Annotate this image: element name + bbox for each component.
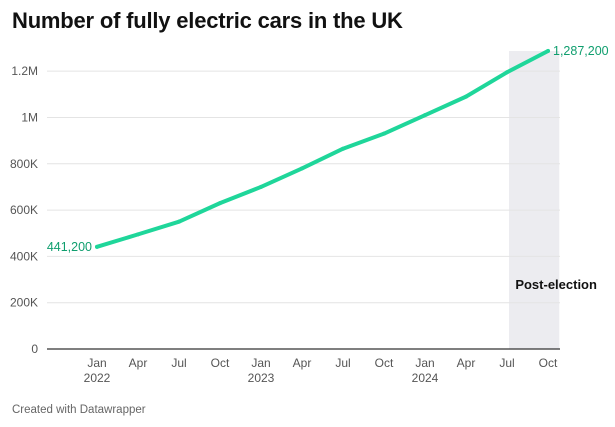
line-chart: Post-election0200K400K600K800K1M1.2MJan2… [10, 44, 609, 385]
y-tick-label: 1.2M [11, 64, 38, 78]
x-year-label: 2023 [248, 371, 275, 385]
data-point [136, 232, 140, 237]
y-tick-label: 200K [10, 296, 38, 310]
end-value-label: 1,287,200 [553, 44, 609, 58]
x-tick-label: Jul [335, 356, 350, 370]
post-election-label: Post-election [515, 277, 597, 292]
data-point [505, 70, 509, 75]
data-point [300, 166, 304, 171]
x-tick-label: Oct [539, 356, 558, 370]
series-line [95, 48, 550, 249]
y-tick-label: 400K [10, 249, 38, 263]
x-tick-label: Jul [499, 356, 514, 370]
y-tick-label: 600K [10, 203, 38, 217]
post-election-band [509, 51, 560, 349]
x-tick-label: Apr [129, 356, 148, 370]
data-point [259, 184, 263, 189]
x-year-label: 2022 [84, 371, 111, 385]
x-tick-label: Jan [415, 356, 434, 370]
data-point [423, 113, 427, 118]
x-tick-label: Oct [375, 356, 394, 370]
data-point [95, 244, 99, 249]
y-tick-label: 0 [31, 342, 38, 356]
x-tick-label: Jul [171, 356, 186, 370]
y-tick-label: 1M [21, 110, 38, 124]
x-tick-label: Jan [87, 356, 106, 370]
data-point [464, 94, 468, 99]
data-point [218, 201, 222, 206]
data-point [382, 131, 386, 136]
footer-credit: Created with Datawrapper [12, 404, 146, 416]
x-year-label: 2024 [412, 371, 439, 385]
x-tick-label: Apr [293, 356, 312, 370]
x-tick-label: Apr [457, 356, 476, 370]
data-point [341, 146, 345, 151]
x-tick-label: Jan [251, 356, 270, 370]
y-tick-label: 800K [10, 157, 38, 171]
start-value-label: 441,200 [47, 240, 92, 254]
data-point [177, 219, 181, 224]
data-point [546, 48, 550, 53]
chart-title: Number of fully electric cars in the UK [12, 8, 403, 33]
x-tick-label: Oct [211, 356, 230, 370]
